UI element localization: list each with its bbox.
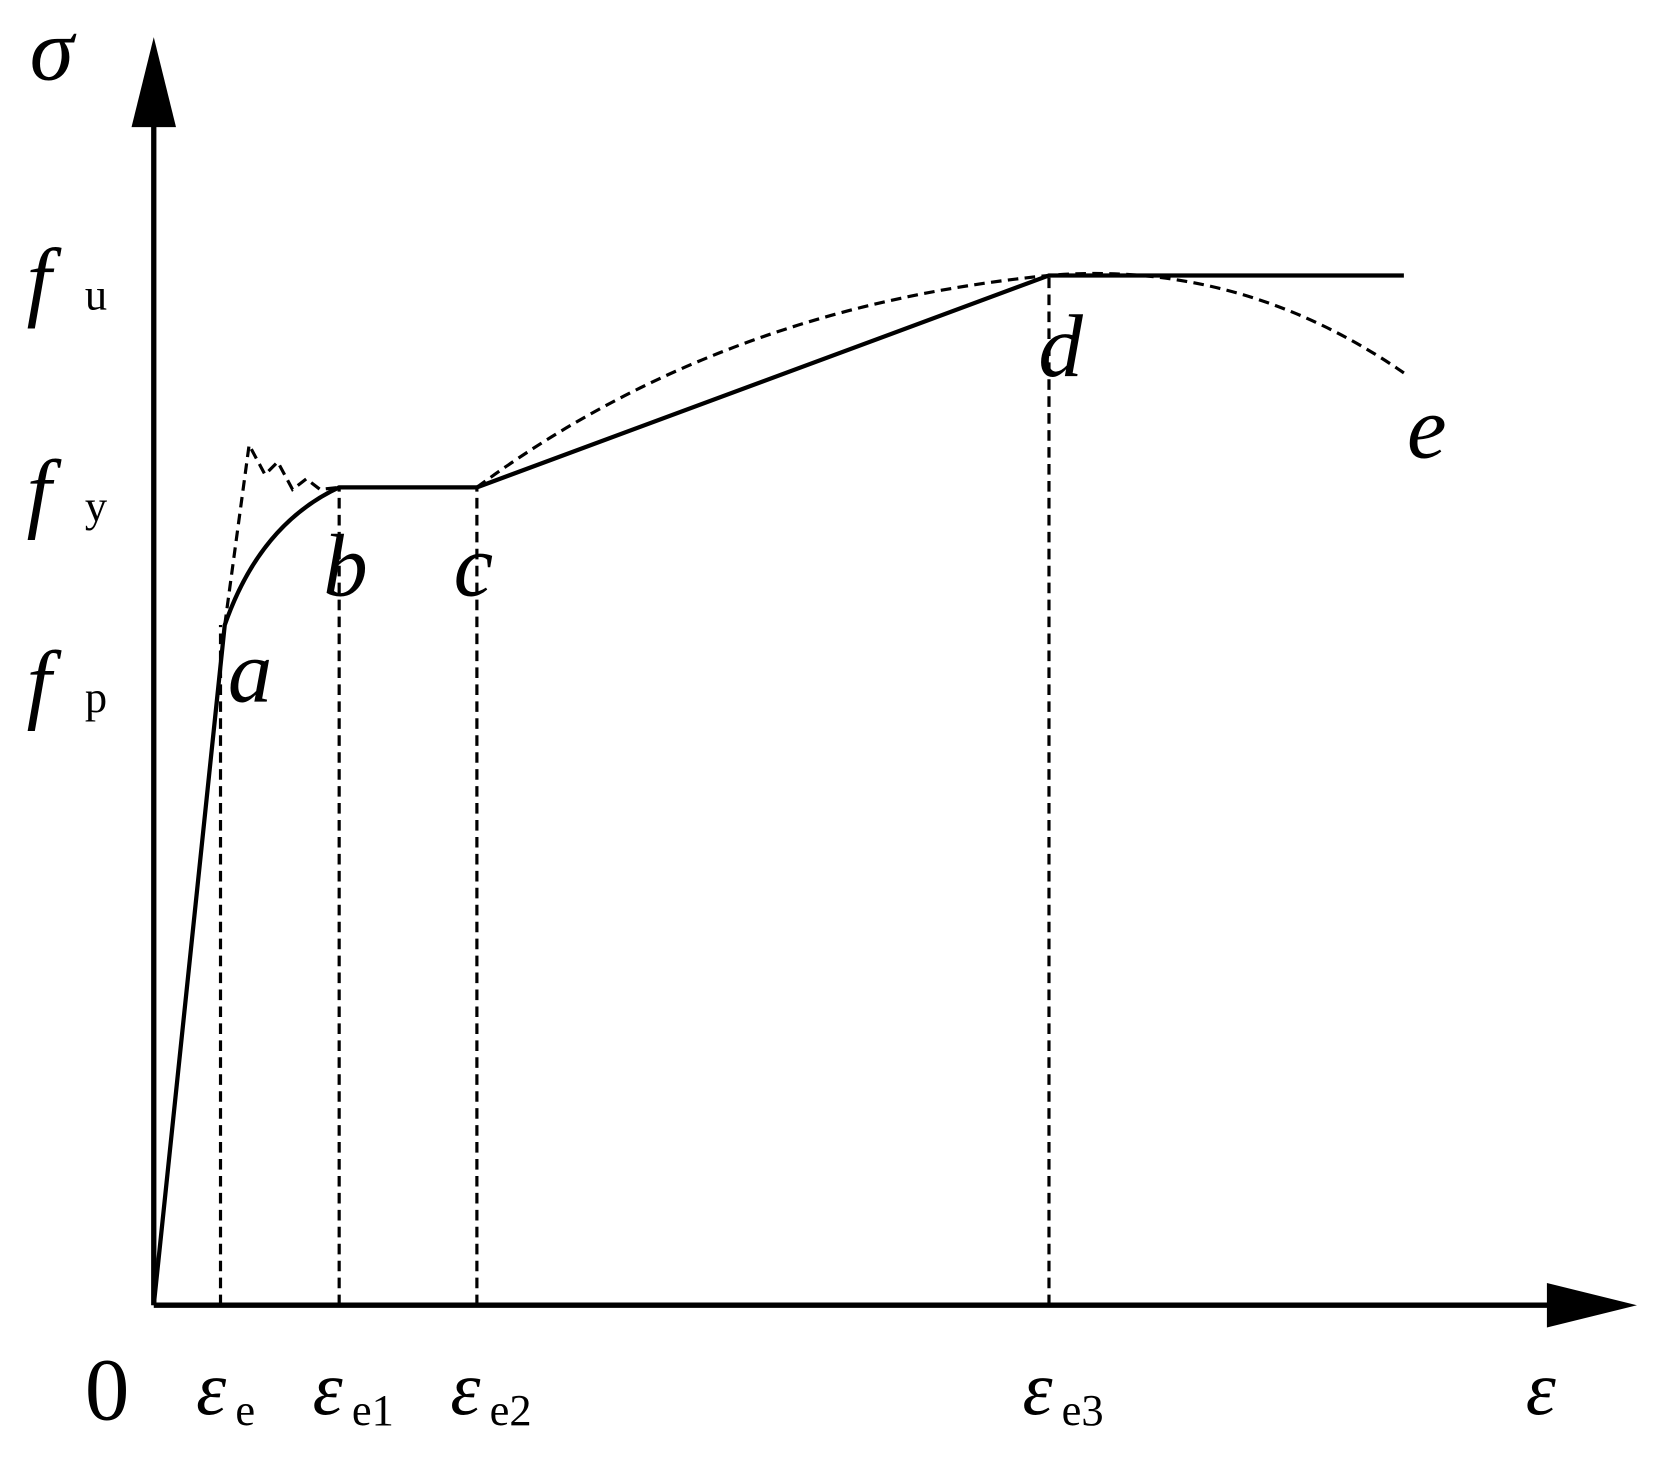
hardening-curve [475,271,1405,489]
point-label: d [1038,298,1083,396]
y-arrow [131,37,177,128]
stress-subscript: p [85,672,107,722]
point-label: a [228,623,273,721]
strain-subscript: e2 [490,1385,532,1435]
stress-subscript: u [85,269,107,319]
stress-subscript: y [85,481,108,531]
x-arrow [1546,1282,1637,1328]
y-label: σ [30,1,77,99]
point-label: c [454,517,494,615]
strain-symbol: ε [1022,1347,1052,1431]
stress-symbol: f [27,634,62,732]
strain-symbol: ε [313,1347,343,1431]
strain-subscript: e1 [352,1385,394,1435]
yield-curve [223,439,340,626]
strain-subscript: e [235,1385,255,1435]
point-label: e [1407,380,1447,478]
strain-symbol: ε [196,1347,226,1431]
strain-symbol: ε [450,1347,480,1431]
stress-symbol: f [27,443,62,541]
origin-label: 0 [85,1342,129,1440]
x-label: ε [1526,1347,1556,1431]
model-curve [151,273,1404,1306]
strain-subscript: e3 [1062,1385,1104,1435]
stress-symbol: f [27,231,62,329]
guide-lines [218,275,1051,1306]
point-label: b [323,517,368,615]
